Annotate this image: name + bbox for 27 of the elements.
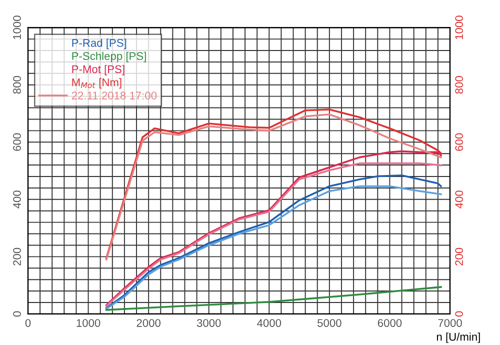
text: M$_{Mot}$ [Nm]	[72, 78, 122, 88]
y-tick-label: 800	[13, 76, 21, 94]
y2-tick-label: 400	[455, 190, 464, 208]
x-tick-label: 5000	[318, 319, 342, 327]
legend-label: 22.11.2018 17:00	[72, 92, 157, 100]
y-tick-label: 400	[13, 190, 21, 208]
y2-tick-label: 200	[455, 248, 464, 266]
x-tick-label: 4000	[257, 319, 282, 327]
y-tick-label: 200	[13, 248, 21, 266]
y-tick-label: 1000	[13, 16, 21, 40]
y2-tick-label: 1000	[455, 16, 464, 40]
x-tick-label: 1000	[76, 319, 100, 327]
y2-tick-label: 0	[455, 311, 464, 317]
y-tick-label: 0	[13, 311, 21, 317]
x-tick-label: 7000	[438, 319, 462, 327]
x-tick-label: 3000	[196, 319, 221, 327]
x-tick-label: 6000	[378, 319, 402, 327]
y-tick-label: 600	[13, 133, 21, 151]
text: P-Schlepp [PS]	[72, 52, 146, 62]
line-series	[105, 286, 442, 311]
x-axis-title: n [U/min]	[436, 332, 480, 343]
y2-tick-label: 800	[455, 76, 464, 94]
y2-tick-label: 600	[455, 133, 464, 151]
text: P-Mot [PS]	[72, 64, 124, 76]
x-tick-label: 0	[25, 319, 31, 327]
x-tick-label: 2000	[136, 319, 160, 327]
text: P-Rad [PS]	[72, 38, 126, 50]
